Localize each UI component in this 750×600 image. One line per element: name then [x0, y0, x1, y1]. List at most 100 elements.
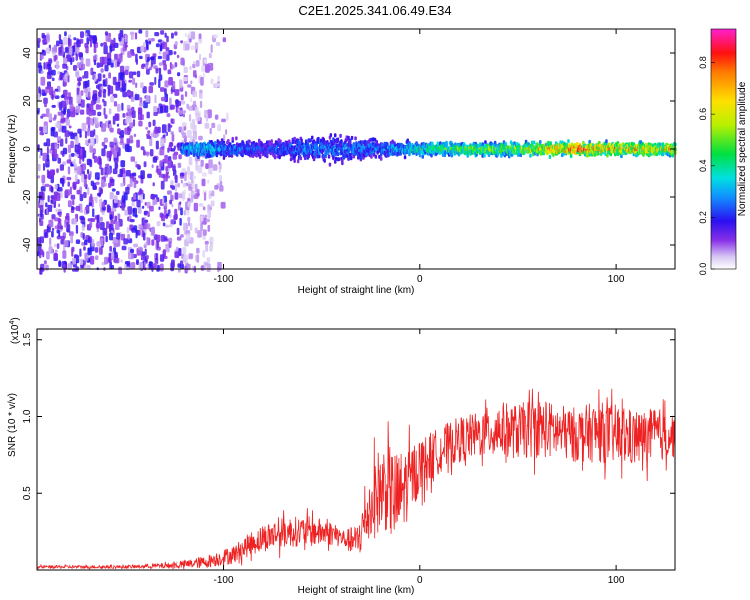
- spectrogram-noise-cell: [37, 175, 40, 179]
- spectrogram-noise-cell: [182, 183, 187, 188]
- spectrogram-noise-cell: [59, 39, 63, 45]
- spectrogram-noise-cell: [129, 122, 134, 129]
- x-tick-label: -100: [213, 274, 233, 285]
- spectrogram-noise-cell: [202, 72, 205, 79]
- spectrogram-noise-cell: [100, 167, 104, 176]
- spectrogram-noise-cell: [132, 207, 137, 217]
- spectrogram-noise-cell: [182, 247, 187, 255]
- spectrogram-noise-cell: [207, 179, 210, 184]
- spectrogram-signal-cell: [532, 140, 536, 145]
- spectrogram-noise-cell: [169, 97, 172, 106]
- spectrogram-noise-cell: [207, 209, 212, 219]
- spectrogram-noise-cell: [144, 219, 149, 223]
- spectrogram-noise-cell: [51, 227, 55, 231]
- spectrogram-noise-cell: [75, 205, 81, 211]
- spectrogram-signal-cell: [548, 154, 552, 159]
- spectrogram-noise-cell: [103, 107, 106, 116]
- spectrogram-noise-cell: [92, 74, 95, 79]
- spectrogram-noise-cell: [179, 217, 182, 226]
- spectrogram-noise-cell: [59, 164, 64, 171]
- spectrogram-noise-cell: [187, 216, 191, 222]
- spectrogram-noise-cell: [138, 120, 143, 127]
- spectrogram-noise-cell: [148, 40, 152, 44]
- spectrogram-noise-cell: [195, 48, 198, 53]
- spectrogram-noise-cell: [67, 181, 70, 187]
- spectrogram-noise-cell: [84, 42, 89, 48]
- spectrogram-signal-cell: [231, 136, 234, 141]
- spectrogram-noise-cell: [109, 45, 113, 53]
- spectrogram-noise-cell: [126, 91, 132, 96]
- spectrogram-signal-cell: [293, 136, 296, 141]
- spectrogram-noise-cell: [149, 56, 155, 61]
- spectrogram-noise-cell: [194, 227, 198, 234]
- spectrogram-noise-cell: [71, 206, 74, 210]
- spectrogram-noise-cell: [198, 135, 203, 141]
- spectrogram-noise-cell: [177, 72, 181, 77]
- spectrogram-noise-cell: [216, 41, 221, 47]
- spectrogram-noise-cell: [110, 219, 116, 225]
- spectrogram-noise-cell: [126, 227, 130, 233]
- spectrogram-noise-cell: [131, 201, 135, 207]
- spectrogram-noise-cell: [162, 134, 166, 138]
- spectrogram-noise-cell: [202, 172, 207, 177]
- spectrogram-noise-cell: [145, 126, 148, 130]
- spectrogram-noise-cell: [202, 206, 206, 211]
- spectrogram-noise-cell: [149, 149, 154, 157]
- spectrogram-noise-cell: [99, 161, 102, 170]
- spectrogram-noise-cell: [148, 85, 153, 94]
- spectrogram-noise-cell: [183, 254, 188, 261]
- spectrogram-noise-cell: [166, 113, 171, 118]
- spectrogram-signal-cell: [450, 153, 454, 158]
- spectrogram-noise-cell: [203, 192, 207, 201]
- spectrogram-noise-cell: [190, 45, 195, 51]
- spectrogram-noise-cell: [177, 263, 181, 268]
- spectrogram-noise-cell: [198, 38, 203, 44]
- spectrogram-noise-cell: [55, 192, 61, 201]
- spectrogram-noise-cell: [62, 250, 67, 259]
- spectrogram-noise-cell: [183, 209, 186, 216]
- spectrogram-noise-cell: [127, 108, 132, 118]
- spectrogram-noise-cell: [122, 91, 128, 98]
- spectrogram-noise-cell: [147, 130, 151, 134]
- spectrogram-noise-cell: [219, 180, 223, 187]
- spectrogram-noise-cell: [153, 106, 158, 113]
- spectrogram-noise-cell: [172, 165, 176, 172]
- spectrogram-signal-cell: [324, 153, 327, 158]
- spectrogram-noise-cell: [131, 110, 136, 119]
- spectrogram-noise-cell: [48, 246, 53, 254]
- spectrogram-signal-cell: [418, 153, 422, 158]
- spectrogram-noise-cell: [96, 214, 100, 223]
- spectrogram-noise-cell: [89, 144, 94, 153]
- spectrogram-signal-cell: [318, 154, 321, 159]
- spectrogram-noise-cell: [120, 182, 124, 187]
- spectrogram-noise-cell: [131, 52, 135, 57]
- spectrogram-noise-cell: [40, 186, 46, 192]
- spectrogram-noise-cell: [68, 34, 72, 39]
- spectrogram-noise-cell: [159, 254, 165, 262]
- spectrogram-noise-cell: [54, 184, 58, 190]
- spectrogram-noise-cell: [76, 145, 82, 155]
- spectrogram-noise-cell: [119, 168, 123, 178]
- spectrogram-noise-cell: [87, 79, 90, 88]
- spectrogram-noise-cell: [104, 64, 109, 72]
- spectrogram-noise-cell: [198, 203, 204, 207]
- spectrogram-noise-cell: [201, 178, 206, 187]
- spectrogram-noise-cell: [125, 118, 130, 124]
- spectrogram-signal-cell: [354, 136, 357, 141]
- spectrogram-noise-cell: [154, 32, 160, 37]
- spectrogram-noise-cell: [177, 162, 182, 168]
- spectrogram-noise-cell: [76, 94, 82, 104]
- spectrogram-noise-cell: [57, 222, 62, 230]
- spectrogram-noise-cell: [199, 53, 201, 61]
- spectrogram-noise-cell: [81, 173, 85, 183]
- spectrogram-x-axis-label: Height of straight line (km): [298, 285, 415, 296]
- spectrogram-noise-cell: [176, 227, 180, 236]
- spectrogram-noise-cell: [165, 224, 170, 228]
- spectrogram-noise-cell: [155, 234, 161, 243]
- spectrogram-noise-cell: [96, 62, 100, 68]
- spectrogram-noise-cell: [106, 204, 110, 213]
- spectrogram-noise-cell: [67, 38, 72, 47]
- spectrogram-noise-cell: [180, 57, 185, 66]
- spectrogram-noise-cell: [47, 195, 50, 203]
- spectrogram-noise-cell: [155, 68, 159, 74]
